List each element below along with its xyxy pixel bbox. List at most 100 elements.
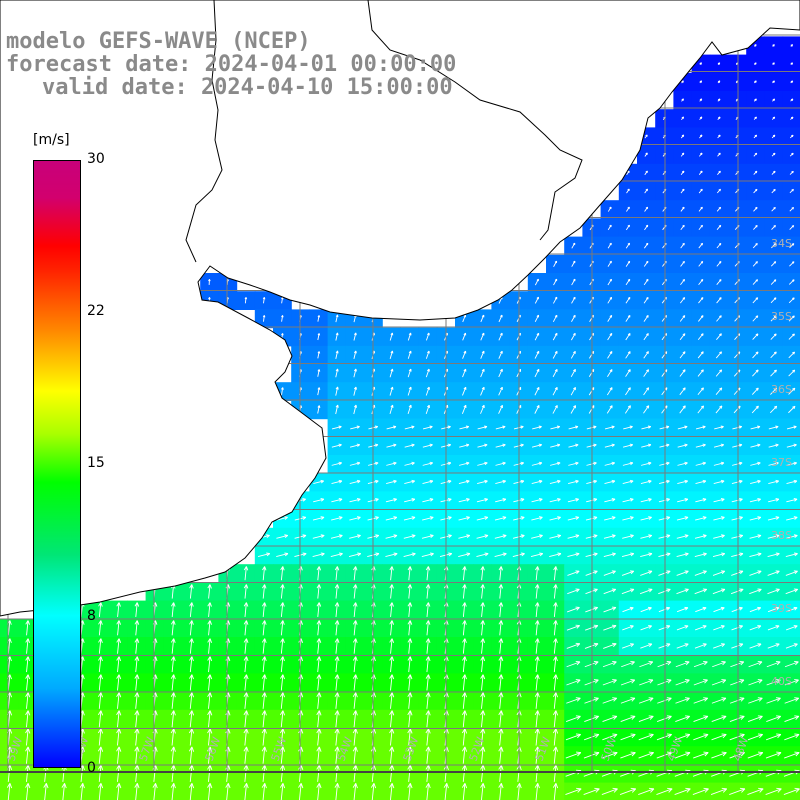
wind-arrow — [697, 387, 704, 396]
wind-arrow — [25, 746, 31, 764]
wind-arrow — [552, 764, 559, 782]
wind-arrow — [674, 787, 691, 795]
wind-arrow — [461, 783, 468, 800]
wind-arrow — [553, 584, 558, 599]
wind-arrow — [693, 679, 708, 686]
wind-arrow — [477, 443, 488, 448]
wind-arrow — [313, 479, 324, 485]
wind-arrow — [788, 333, 795, 340]
wind-arrow — [695, 516, 707, 521]
wind-arrow — [658, 643, 671, 649]
wind-arrow — [692, 787, 709, 795]
wind-arrow — [498, 620, 504, 636]
wind-arrow — [786, 461, 797, 466]
wind-arrow — [552, 746, 559, 764]
wind-arrow — [659, 443, 670, 448]
wind-arrow — [552, 728, 559, 746]
wind-arrow — [207, 638, 213, 654]
wind-arrow — [480, 350, 485, 359]
wind-arrow — [262, 315, 266, 322]
wind-arrow — [385, 534, 398, 539]
wind-arrow — [571, 278, 576, 286]
wind-arrow — [404, 425, 415, 430]
wind-arrow — [711, 715, 727, 722]
wind-arrow — [625, 260, 631, 267]
wind-arrow — [516, 783, 522, 800]
wind-arrow — [552, 350, 558, 359]
wind-arrow — [549, 498, 561, 503]
wind-arrow — [334, 710, 340, 728]
wind-arrow — [280, 584, 285, 599]
wind-arrow — [640, 625, 652, 631]
wind-arrow — [699, 98, 703, 102]
wind-arrow — [771, 116, 776, 120]
wind-arrow — [680, 279, 685, 286]
wind-arrow — [772, 62, 775, 65]
wind-arrow — [622, 516, 634, 521]
wind-arrow — [279, 746, 286, 764]
wind-arrow — [425, 674, 431, 691]
wind-arrow — [789, 261, 795, 267]
wind-arrow — [425, 566, 431, 581]
wind-arrow — [770, 333, 777, 340]
valid-date: valid date: 2024-04-10 15:00:00 — [42, 75, 453, 100]
wind-arrow — [403, 552, 416, 558]
wind-arrow — [679, 351, 686, 359]
wind-arrow — [280, 638, 285, 654]
wind-arrow — [693, 660, 708, 668]
wind-arrow — [625, 351, 631, 359]
wind-arrow — [352, 746, 358, 764]
wind-arrow — [461, 764, 468, 782]
wind-arrow — [643, 351, 649, 359]
wind-arrow — [643, 405, 650, 414]
wind-arrow — [116, 746, 122, 764]
wind-arrow — [407, 638, 413, 654]
wind-arrow — [625, 242, 631, 249]
wind-arrow — [565, 715, 581, 722]
wind-arrow — [386, 443, 397, 448]
wind-arrow — [606, 405, 613, 414]
wind-arrow — [404, 479, 415, 485]
wind-arrow — [495, 479, 506, 485]
wind-arrow — [693, 733, 709, 741]
wind-arrow — [389, 692, 395, 709]
wind-arrow — [550, 425, 561, 430]
wind-arrow — [789, 170, 794, 175]
wind-arrow — [316, 584, 322, 599]
wind-arrow — [717, 170, 721, 175]
wind-arrow — [675, 679, 690, 686]
wind-arrow — [261, 638, 267, 654]
colorbar — [33, 160, 81, 768]
wind-arrow — [389, 602, 394, 617]
wind-arrow — [730, 679, 745, 686]
border-line — [367, 0, 583, 241]
wind-arrow — [658, 516, 671, 521]
wind-arrow — [602, 679, 617, 686]
wind-arrow — [462, 332, 467, 341]
wind-arrow — [772, 80, 775, 84]
wind-arrow — [716, 315, 722, 322]
wind-arrow — [334, 638, 340, 654]
wind-arrow — [331, 516, 343, 521]
wind-arrow — [532, 425, 542, 430]
wind-arrow — [767, 534, 780, 539]
wind-arrow — [680, 170, 685, 176]
wind-arrow — [607, 224, 612, 231]
wind-arrow — [785, 570, 798, 576]
wind-arrow — [389, 674, 395, 691]
latitude-label: 35S — [771, 310, 792, 323]
wind-arrow — [679, 369, 686, 377]
wind-arrow — [462, 386, 467, 396]
wind-arrow — [552, 314, 558, 323]
wind-arrow — [134, 620, 140, 636]
wind-arrow — [603, 606, 617, 613]
wind-arrow — [676, 625, 689, 631]
wind-arrow — [134, 656, 140, 673]
wind-arrow — [316, 674, 322, 691]
wind-arrow — [458, 552, 471, 558]
wind-arrow — [771, 243, 777, 249]
wind-arrow — [352, 674, 358, 691]
wind-arrow — [244, 297, 248, 304]
wind-arrow — [116, 674, 122, 691]
wind-arrow — [747, 715, 763, 722]
